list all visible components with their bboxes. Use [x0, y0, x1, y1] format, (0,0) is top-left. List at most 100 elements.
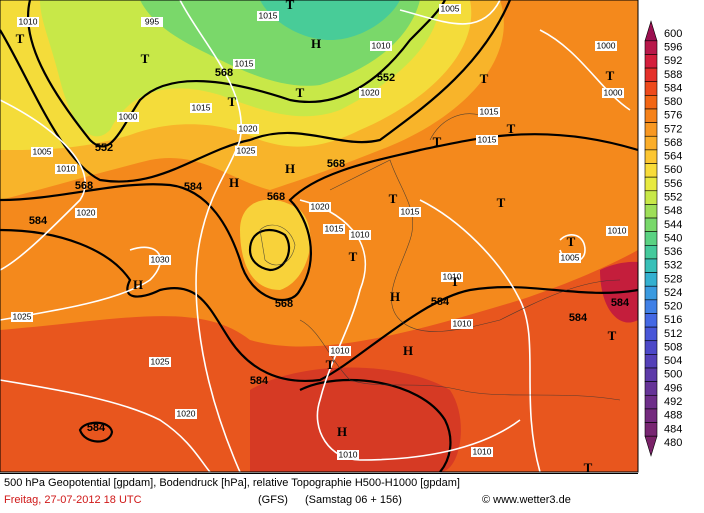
isobar-label-box: [471, 447, 493, 457]
pressure-center: T: [608, 328, 617, 343]
height-label: 568: [327, 158, 345, 170]
colorbar-label: 560: [664, 164, 682, 176]
isobar-label-box: [141, 17, 163, 27]
isobar-label-box: [233, 59, 255, 69]
colorbar-swatch: [644, 340, 658, 355]
height-label: 552: [377, 72, 395, 84]
isobar-label-box: [399, 207, 421, 217]
colorbar-swatch: [644, 299, 658, 314]
colorbar: 6005965925885845805765725685645605565525…: [644, 20, 682, 457]
colorbar-swatch: [644, 313, 658, 328]
isobar-label-box: [149, 255, 171, 265]
isobar-label-box: [451, 319, 473, 329]
pressure-center: H: [285, 161, 295, 176]
colorbar-label: 576: [664, 110, 682, 122]
colorbar-swatch: [644, 190, 658, 205]
colorbar-arrow: [644, 435, 658, 457]
colorbar-label: 556: [664, 178, 682, 190]
isobar-label-box: [337, 450, 359, 460]
cold-field: [260, 0, 400, 40]
isobar-label: 1000: [604, 87, 623, 97]
colorbar-label: 512: [664, 328, 682, 340]
colorbar-swatch: [644, 163, 658, 178]
pressure-center: T: [296, 85, 305, 100]
colorbar-label: 528: [664, 273, 682, 285]
colorbar-swatch: [644, 122, 658, 137]
isobar-label: 1020: [77, 207, 96, 217]
pressure-center: T: [497, 195, 506, 210]
height-label: 584: [184, 181, 203, 193]
colorbar-label: 492: [664, 396, 682, 408]
colorbar-swatch: [644, 67, 658, 83]
isobar-label: 1020: [177, 408, 196, 418]
pressure-center: H: [403, 343, 413, 358]
map-frame: [0, 0, 639, 473]
isobar-label: 1015: [401, 206, 420, 216]
isobar-label: 1030: [151, 254, 170, 264]
isobar-label-box: [441, 272, 463, 282]
isobar-label-box: [606, 226, 628, 236]
height-label: 568: [75, 180, 93, 192]
pressure-center: T: [567, 234, 576, 249]
isobar-label: 1010: [339, 449, 358, 459]
pressure-center: T: [451, 274, 460, 289]
isobar-label: 1025: [237, 145, 256, 155]
colorbar-swatch: [644, 258, 658, 273]
colorbar-label: 588: [664, 69, 682, 81]
colorbar-label: 540: [664, 232, 682, 244]
isobar-label-box: [117, 112, 139, 122]
colorbar-swatch: [644, 231, 658, 246]
isobar-label: 1010: [473, 446, 492, 456]
colorbar-label: 508: [664, 341, 682, 353]
colorbar-swatch: [644, 217, 658, 232]
pressure-center: H: [311, 36, 321, 51]
colorbar-swatch: [644, 408, 658, 423]
colorbar-swatch: [644, 394, 658, 410]
isobar-label: 1010: [331, 345, 350, 355]
isobar-label: 1005: [33, 146, 52, 156]
pressure-center: T: [228, 94, 237, 109]
isobar-label-box: [476, 135, 498, 145]
pressure-center: H: [229, 175, 239, 190]
isobar-label: 1015: [235, 58, 254, 68]
map-labels: 1010 995 1015 1005 1010 1015 1020 1015 1000 1020 1…: [11, 0, 630, 475]
height-label: 568: [275, 298, 293, 310]
isobar-label-box: [559, 253, 581, 263]
cut-off-low: [240, 199, 311, 290]
colorbar-label: 496: [664, 382, 682, 394]
colorbar-arrow: [644, 20, 658, 42]
pressure-center: H: [133, 277, 143, 292]
height-label: 584: [29, 215, 48, 227]
footer-model: (GFS): [258, 494, 288, 506]
isobar-label: 1010: [57, 163, 76, 173]
pressure-center: T: [507, 121, 516, 136]
footer-source: © www.wetter3.de: [482, 494, 571, 506]
footer-date: Freitag, 27-07-2012 18 UTC: [4, 494, 142, 506]
colorbar-swatch: [644, 422, 658, 437]
height-label: 568: [267, 191, 285, 203]
pressure-center: T: [326, 357, 335, 372]
colorbar-label: 600: [664, 28, 682, 40]
colorbar-label: 480: [664, 437, 682, 449]
colorbar-swatch: [644, 272, 658, 287]
isobar-label: 1020: [311, 201, 330, 211]
colorbar-label: 500: [664, 369, 682, 381]
isobar-label: 1000: [597, 40, 616, 50]
isobar-label-box: [175, 409, 197, 419]
isobar-label-box: [478, 107, 500, 117]
colorbar-label: 520: [664, 301, 682, 313]
colorbar-label: 552: [664, 192, 682, 204]
isobar-label-box: [11, 312, 33, 322]
colorbar-swatch: [644, 81, 658, 96]
isobar-label: 1015: [325, 223, 344, 233]
pressure-center: H: [337, 424, 347, 439]
colorbar-swatch: [644, 354, 658, 369]
pressure-center: H: [390, 289, 400, 304]
colorbar-label: 524: [664, 287, 682, 299]
colorbar-swatch: [644, 54, 658, 69]
isobar-label: 1010: [608, 225, 627, 235]
isobar-label-box: [602, 88, 624, 98]
colorbar-swatch: [644, 108, 658, 123]
isobar-label-box: [190, 103, 212, 113]
height-contours: [0, 0, 638, 472]
